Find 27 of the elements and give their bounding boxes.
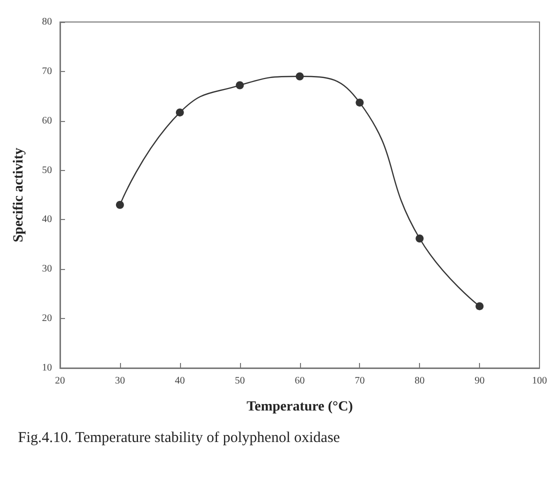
caption: Fig.4.10. Temperature stability of polyphenol oxidase: [18, 430, 341, 447]
x-tick-label: 100: [532, 376, 547, 386]
y-tick-label: 40: [42, 214, 52, 226]
x-tick-label: 80: [414, 376, 425, 386]
y-tick-label: 70: [42, 66, 52, 77]
x-tick-label: 90: [474, 376, 485, 386]
point: [116, 200, 124, 209]
point: [476, 302, 484, 310]
y-tick-label: 20: [42, 313, 52, 324]
point: [416, 234, 424, 242]
y-tick-label: 80: [42, 16, 52, 28]
x-tick-label: 60: [294, 376, 305, 386]
point: [356, 98, 364, 107]
x-tick-label: 50: [234, 376, 245, 386]
x-tick-label: 30: [114, 376, 125, 386]
point: [236, 81, 244, 90]
y-axis-title: Specific activity: [12, 148, 26, 242]
x-axis-title: Temperature (°C): [246, 400, 354, 414]
y-tick-label: 10: [42, 362, 52, 374]
y-tick-label: 50: [42, 164, 52, 176]
point: [296, 72, 304, 80]
x-tick-label: 70: [354, 376, 365, 386]
y-tick-label: 60: [42, 115, 52, 126]
x-tick-label: 40: [174, 376, 185, 386]
point: [176, 108, 184, 116]
x-tick-label: 20: [55, 376, 65, 386]
y-tick-label: 30: [42, 264, 52, 275]
